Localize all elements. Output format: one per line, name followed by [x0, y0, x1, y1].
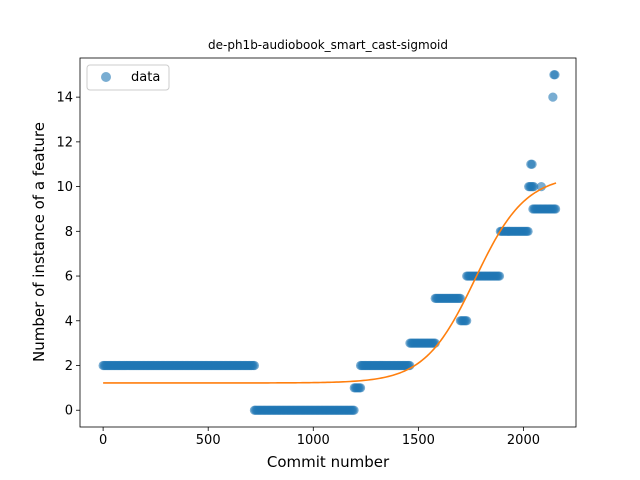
plot-area	[98, 70, 561, 415]
x-axis: 0 500 1000 1500 2000	[99, 427, 540, 448]
y-tick-label: 10	[56, 180, 73, 195]
x-axis-label: Commit number	[267, 453, 390, 471]
legend-box	[86, 64, 170, 91]
data-point	[529, 181, 539, 192]
legend-marker	[101, 72, 111, 82]
y-tick-label: 12	[56, 135, 73, 150]
y-tick-label: 0	[65, 404, 73, 419]
legend-label: data	[131, 70, 160, 85]
y-axis: 0 2 4 6 8 10 12 14	[56, 91, 80, 419]
x-tick-label: 2000	[507, 433, 540, 448]
y-tick-label: 2	[65, 359, 73, 374]
data-point	[550, 70, 560, 80]
data-point	[551, 204, 561, 214]
data-point	[249, 360, 260, 371]
y-axis-label: Number of instance of a feature	[30, 122, 48, 362]
data-point	[462, 316, 472, 326]
plot-frame	[79, 57, 577, 428]
data-point	[536, 181, 546, 192]
x-tick-label: 1500	[402, 433, 435, 448]
y-tick-label: 8	[65, 225, 73, 240]
x-tick-label: 500	[196, 433, 221, 448]
data-point	[455, 293, 466, 304]
y-tick-label: 4	[65, 314, 73, 329]
data-point	[548, 92, 558, 102]
data-point	[355, 383, 366, 393]
x-tick-label: 0	[99, 433, 107, 448]
y-tick-label: 14	[56, 91, 73, 106]
y-tick-label: 6	[65, 270, 73, 285]
data-point	[349, 405, 359, 415]
chart-title: de-ph1b-audiobook_smart_cast-sigmoid	[208, 38, 448, 52]
data-point	[523, 226, 533, 236]
x-tick-label: 1000	[297, 433, 330, 448]
data-point	[494, 271, 505, 281]
data-point	[527, 159, 537, 169]
sigmoid-fit-line	[103, 182, 557, 384]
legend: data	[86, 64, 170, 91]
